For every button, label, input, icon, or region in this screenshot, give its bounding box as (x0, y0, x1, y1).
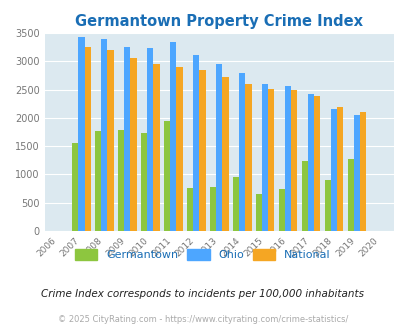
Bar (337, 107, 343, 231)
Bar (255, 194, 262, 231)
Bar (209, 187, 215, 231)
Bar (330, 109, 337, 231)
Bar (222, 77, 228, 231)
Bar (239, 73, 245, 231)
Bar (164, 121, 170, 231)
Legend: Germantown, Ohio, National: Germantown, Ohio, National (72, 246, 333, 263)
Bar (359, 112, 365, 231)
Bar (118, 130, 124, 231)
Bar (176, 67, 182, 231)
Bar (313, 96, 320, 231)
Bar (278, 189, 284, 231)
Text: © 2025 CityRating.com - https://www.cityrating.com/crime-statistics/: © 2025 CityRating.com - https://www.city… (58, 315, 347, 324)
Bar (232, 177, 239, 231)
Bar (268, 89, 274, 231)
Bar (193, 55, 199, 231)
Bar (290, 90, 297, 231)
Bar (95, 131, 101, 231)
Bar (187, 188, 193, 231)
Bar (262, 84, 268, 231)
Bar (153, 64, 159, 231)
Bar (72, 143, 78, 231)
Title: Germantown Property Crime Index: Germantown Property Crime Index (75, 14, 362, 29)
Bar (101, 39, 107, 231)
Bar (170, 42, 176, 231)
Bar (307, 94, 313, 231)
Bar (84, 47, 90, 231)
Bar (107, 50, 113, 231)
Bar (199, 70, 205, 231)
Bar (124, 47, 130, 231)
Bar (347, 159, 353, 231)
Bar (130, 58, 136, 231)
Bar (78, 37, 84, 231)
Bar (324, 180, 330, 231)
Bar (147, 48, 153, 231)
Bar (245, 84, 251, 231)
Text: Crime Index corresponds to incidents per 100,000 inhabitants: Crime Index corresponds to incidents per… (41, 289, 364, 299)
Bar (284, 85, 290, 231)
Bar (353, 115, 359, 231)
Bar (215, 64, 222, 231)
Bar (141, 133, 147, 231)
Bar (301, 161, 307, 231)
